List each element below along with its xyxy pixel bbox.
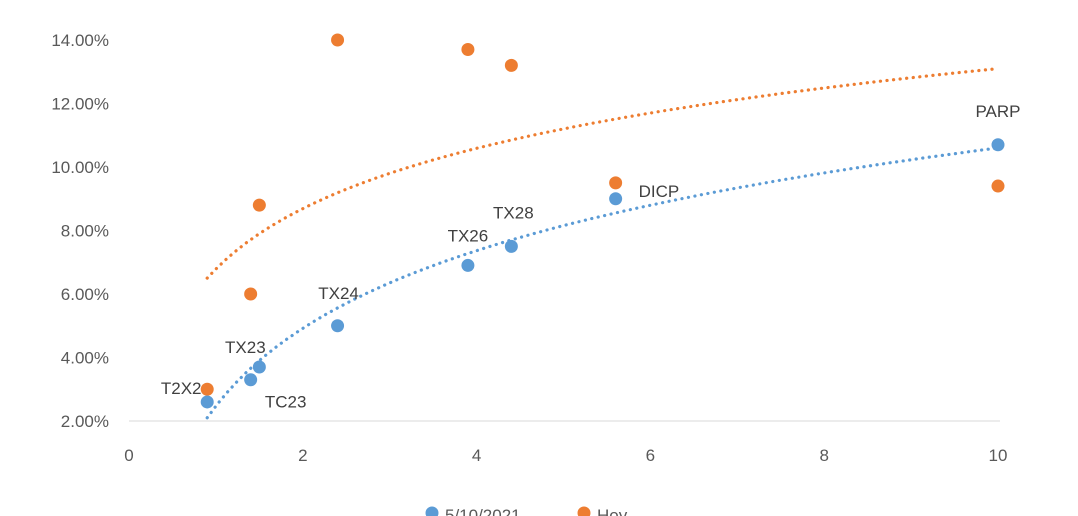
- axes-layer: 2.00% 4.00% 6.00% 8.00% 10.00% 12.00% 14.00% 0 2…: [51, 31, 1007, 465]
- data-point: [609, 192, 623, 206]
- trendline: [205, 67, 1000, 280]
- data-point: [331, 319, 345, 333]
- x-tick-label: 6: [646, 446, 655, 465]
- trendline-layer: [205, 67, 1000, 420]
- data-point: [991, 179, 1005, 193]
- data-point: [200, 395, 214, 409]
- y-tick-label: 14.00%: [51, 31, 109, 50]
- y-tick-label: 4.00%: [61, 349, 109, 368]
- legend-marker: [577, 506, 591, 516]
- x-tick-label: 2: [298, 446, 307, 465]
- data-point: [331, 33, 345, 47]
- legend-label: Hoy: [597, 506, 628, 516]
- legend-marker: [425, 506, 439, 516]
- y-tick-label: 2.00%: [61, 412, 109, 431]
- data-label: PARP: [975, 102, 1020, 121]
- legend: 5/10/2021 Hoy: [425, 506, 628, 516]
- data-point: [252, 198, 266, 212]
- data-point: [252, 360, 266, 374]
- data-label: TX23: [225, 338, 266, 357]
- legend-label: 5/10/2021: [445, 506, 521, 516]
- y-tick-label: 6.00%: [61, 285, 109, 304]
- x-tick-label: 8: [819, 446, 828, 465]
- data-point: [200, 382, 214, 396]
- data-point: [504, 58, 518, 72]
- data-label: TX24: [318, 284, 359, 303]
- points-layer: [200, 33, 1005, 409]
- x-tick-label: 10: [989, 446, 1008, 465]
- data-point: [991, 138, 1005, 152]
- data-label: TX26: [448, 226, 489, 245]
- y-tick-label: 10.00%: [51, 158, 109, 177]
- data-label: DICP: [639, 182, 680, 201]
- data-point: [461, 43, 475, 57]
- y-tick-label: 12.00%: [51, 95, 109, 114]
- data-label: T2X2: [161, 379, 202, 398]
- data-label: TC23: [265, 393, 307, 412]
- data-label: TX28: [493, 203, 534, 222]
- data-point: [244, 287, 258, 301]
- data-point: [609, 176, 623, 190]
- y-tick-label: 8.00%: [61, 222, 109, 241]
- data-point: [244, 373, 258, 387]
- x-tick-label: 0: [124, 446, 133, 465]
- x-tick-label: 4: [472, 446, 481, 465]
- data-point: [504, 239, 518, 253]
- data-point: [461, 258, 475, 272]
